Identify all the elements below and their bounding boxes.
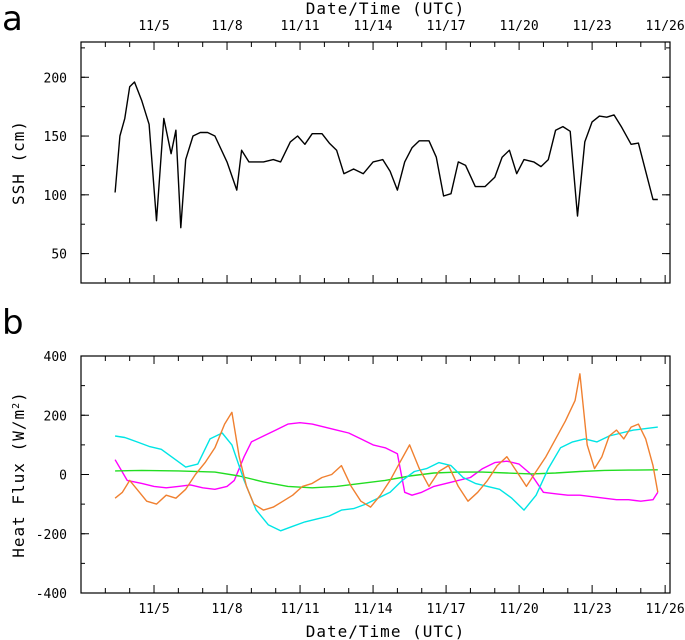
y-axis-label-end: ) [9,391,28,402]
x-tick-label-top: 11/17 [427,19,466,34]
series-line-b-0 [114,422,659,502]
x-tick-label: 11/23 [573,602,612,617]
plot-b: 11/5 11/8 11/11 11/14 11/17 11/20 11/23 11/26 Da… [9,350,685,640]
x-tick-label-top: 11/11 [280,19,319,34]
x-axis-label: Date/Time (UTC) [306,0,466,18]
y-tick-label: 150 [44,130,67,145]
y-tick-label: -400 [36,587,67,602]
series-line-b-1 [115,469,658,489]
x-tick-label-top: 11/14 [353,19,392,34]
y-axis-label: SSH (cm) [9,120,28,205]
y-tick-label: 0 [59,469,67,484]
series-line-b-3 [114,373,659,511]
x-tick-label: 11/11 [280,602,319,617]
y-tick-label: 400 [44,350,67,365]
x-tick-label: 11/17 [427,602,466,617]
x-tick-label-top: 11/5 [138,19,169,34]
series-line-a-0 [114,81,658,229]
x-tick-label-top: 11/23 [573,19,612,34]
y-tick-label: 200 [44,71,67,86]
x-tick-label-top: 11/26 [646,19,685,34]
y-tick-label: -200 [36,528,67,543]
series-line-b-2 [114,426,658,532]
panel-letter-b: b [2,303,24,343]
x-tick-label-top: 11/20 [500,19,539,34]
x-tick-label: 11/5 [138,602,169,617]
x-tick-label: 11/14 [353,602,392,617]
x-tick-label-top: 11/8 [211,19,242,34]
panel-letter-a: a [2,0,23,39]
y-tick-label: 100 [44,189,67,204]
y-axis-label-sup: 2 [11,402,22,409]
y-axis-label: Heat Flux (W/m2) [9,391,28,558]
x-tick-label: 11/8 [211,602,242,617]
x-tick-label: 11/26 [646,602,685,617]
x-tick-label: 11/20 [500,602,539,617]
x-axis-label: Date/Time (UTC) [306,622,466,640]
y-tick-label: 50 [51,248,67,263]
y-tick-label: 200 [44,409,67,424]
plot-a: 11/5 11/8 11/11 11/14 11/17 11/20 11/23 11/26 Da… [9,0,685,284]
plot-frame [80,41,671,284]
